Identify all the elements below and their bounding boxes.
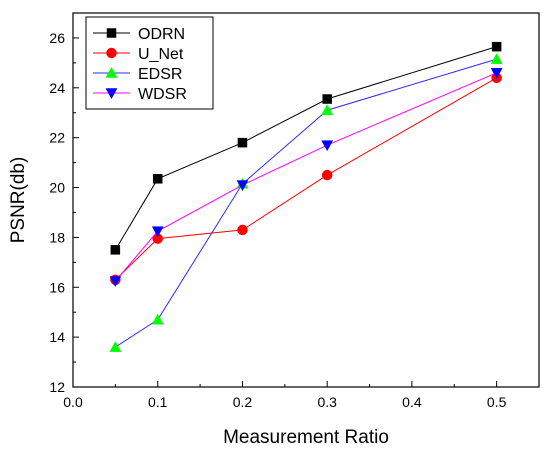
x-tick-label: 0.3: [317, 394, 337, 410]
y-tick-label: 16: [49, 279, 65, 295]
data-point-edsr: [109, 341, 122, 352]
data-point-wdsr: [490, 68, 503, 79]
plot-frame: [72, 12, 540, 388]
data-point-edsr: [490, 53, 503, 64]
y-tick-label: 18: [49, 229, 65, 245]
data-point-edsr: [151, 313, 164, 325]
legend-swatch-marker-wdsr: [105, 88, 118, 100]
data-point-odrn: [322, 94, 332, 104]
y-tick-label: 26: [49, 30, 65, 46]
y-tick-label: 14: [49, 329, 65, 345]
data-point-wdsr: [151, 226, 164, 238]
legend-swatch-marker-u-net: [106, 47, 117, 59]
legend-label-u-net: U_Net: [138, 46, 184, 63]
data-point-odrn: [110, 245, 121, 255]
data-point-u-net: [237, 224, 248, 236]
legend-swatch-marker-edsr: [105, 66, 118, 78]
data-point-edsr: [321, 104, 334, 115]
data-point-wdsr: [321, 140, 334, 152]
x-tick-label: 0.4: [402, 394, 422, 410]
data-point-odrn: [152, 174, 163, 184]
legend-label-wdsr: WDSR: [138, 86, 187, 103]
x-axis-title: Measurement Ratio: [223, 427, 389, 448]
legend: ODRN U_Net EDSR WDSR: [85, 16, 214, 110]
legend-label-odrn: ODRN: [138, 26, 185, 43]
y-axis-title: PSNR(db): [8, 157, 29, 244]
series-odrn: [110, 41, 502, 255]
y-tick-label: 22: [49, 130, 65, 146]
data-point-odrn: [491, 41, 502, 52]
y-tick-label: 20: [49, 180, 65, 196]
y-tick-label: 24: [49, 80, 65, 96]
x-tick-label: 0.1: [148, 394, 168, 410]
y-tick-label: 12: [49, 379, 65, 395]
series-wdsr: [109, 68, 503, 288]
legend-swatch-marker-odrn: [106, 28, 117, 38]
legend-label-edsr: EDSR: [138, 66, 182, 83]
data-point-odrn: [237, 137, 248, 148]
x-tick-label: 0.5: [487, 394, 507, 410]
x-tick-label: 0.2: [233, 394, 253, 410]
data-point-u-net: [321, 169, 333, 181]
axis-ticks: 0.0 0.1 0.2 0.3 0.4 0.5 12 14 16 18 20 22 24 26: [49, 30, 506, 410]
series-group: [109, 41, 503, 352]
x-tick-label: 0.0: [63, 394, 83, 410]
data-point-wdsr: [236, 180, 249, 192]
data-point-wdsr: [109, 276, 122, 288]
